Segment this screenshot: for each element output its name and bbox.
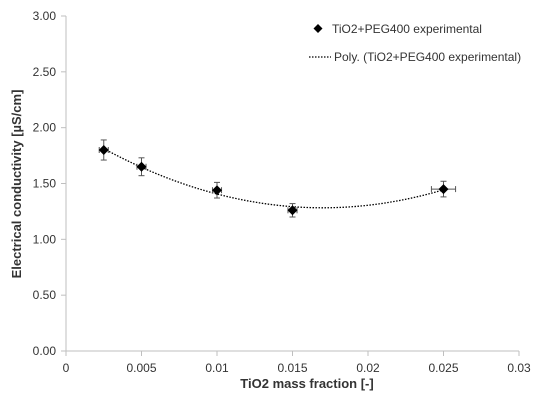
y-tick-label: 2.50 — [33, 65, 57, 79]
y-tick-label: 1.50 — [33, 177, 57, 191]
trendline-layer — [103, 148, 444, 209]
x-tick-label: 0.01 — [205, 361, 229, 375]
y-tick-label: 1.00 — [33, 232, 57, 246]
x-tick-label: 0.015 — [277, 361, 307, 375]
data-point-group — [211, 181, 223, 199]
x-tick-label: 0.02 — [356, 361, 380, 375]
y-tick-label: 0.00 — [33, 344, 57, 358]
y-axis-label: Electrical conductivity [µS/cm] — [9, 90, 24, 279]
x-tick-label: 0.005 — [126, 361, 156, 375]
y-tick-label: 0.50 — [33, 288, 57, 302]
legend: TiO2+PEG400 experimental Poly. (TiO2+PEG… — [309, 22, 521, 64]
data-point-marker — [136, 161, 147, 172]
data-point-group — [136, 157, 147, 177]
x-tick-label: 0.03 — [507, 361, 531, 375]
trendline-curve — [103, 148, 444, 209]
data-points-layer — [98, 139, 457, 218]
axes: 0.00 0.50 1.00 1.50 2.00 2.50 3.00 0 0.005 0.01 0.… — [33, 9, 531, 375]
data-point-marker — [98, 145, 109, 155]
data-point-marker — [438, 184, 449, 195]
data-point-marker — [212, 185, 222, 196]
legend-series-label: TiO2+PEG400 experimental — [332, 22, 482, 36]
data-point-group — [287, 203, 298, 218]
x-tick-label: 0 — [63, 361, 70, 375]
data-point-group — [98, 139, 109, 161]
legend-trendline-label: Poly. (TiO2+PEG400 experimental) — [334, 50, 521, 64]
data-point-group — [430, 180, 457, 198]
x-tick-label: 0.025 — [428, 361, 458, 375]
legend-diamond-marker — [313, 24, 323, 33]
x-axis-label: TiO2 mass fraction [-] — [240, 376, 373, 391]
y-tick-label: 2.00 — [33, 121, 57, 135]
y-tick-label: 3.00 — [33, 9, 57, 23]
data-point-marker — [287, 205, 298, 216]
